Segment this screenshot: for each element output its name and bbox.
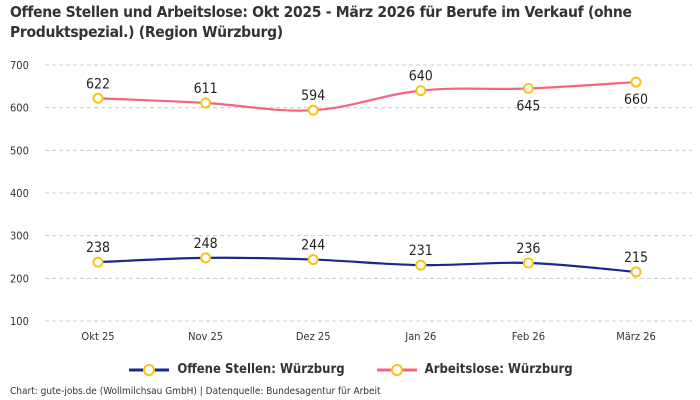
data-point	[92, 256, 104, 268]
data-point	[415, 85, 427, 97]
x-tick-label: Dez 25	[296, 330, 331, 343]
x-tick-label: Jan 26	[404, 330, 436, 343]
data-label: 231	[409, 243, 433, 259]
data-label: 645	[516, 98, 540, 114]
data-point	[200, 252, 212, 264]
x-tick-label: März 26	[616, 330, 656, 343]
legend-label: Offene Stellen: Würzburg	[177, 362, 345, 377]
source-note: Chart: gute-jobs.de (Wollmilchsau GmbH) …	[10, 386, 381, 397]
data-label: 611	[194, 81, 218, 97]
data-point	[522, 257, 534, 269]
series-line	[97, 80, 637, 112]
legend-label: Arbeitslose: Würzburg	[424, 362, 573, 377]
y-tick-label: 300	[10, 230, 29, 243]
data-point	[630, 76, 642, 88]
y-tick-label: 600	[10, 102, 29, 115]
data-point	[200, 97, 212, 109]
data-label: 660	[624, 92, 648, 108]
x-tick-label: Feb 26	[512, 330, 545, 343]
data-point	[92, 92, 104, 104]
legend-item-arbeitslose[interactable]: Arbeitslose: Würzburg	[375, 362, 573, 377]
y-tick-label: 500	[10, 144, 29, 157]
series-line	[97, 256, 637, 274]
data-point	[415, 259, 427, 271]
legend: Offene Stellen: Würzburg Arbeitslose: Wü…	[0, 362, 700, 377]
y-tick-label: 400	[10, 187, 29, 200]
data-label: 640	[409, 69, 433, 85]
x-tick-label: Nov 25	[188, 330, 223, 343]
y-tick-label: 700	[10, 59, 29, 72]
legend-marker-icon	[376, 363, 417, 376]
chart-title: Offene Stellen und Arbeitslose: Okt 2025…	[10, 3, 632, 41]
data-label: 236	[516, 241, 540, 257]
data-label: 594	[301, 88, 325, 104]
y-tick-label: 200	[10, 272, 29, 285]
legend-item-offene-stellen[interactable]: Offene Stellen: Würzburg	[127, 362, 345, 377]
data-label: 248	[194, 236, 218, 252]
data-label: 244	[301, 238, 325, 254]
data-point	[630, 266, 642, 278]
x-tick-label: Okt 25	[81, 330, 114, 343]
data-label: 215	[624, 250, 648, 266]
data-point	[307, 104, 319, 116]
data-label: 622	[86, 76, 110, 92]
y-tick-label: 100	[10, 315, 29, 328]
legend-marker-icon	[129, 363, 170, 376]
data-point	[307, 254, 319, 266]
data-label: 238	[86, 240, 110, 256]
data-point	[522, 82, 534, 94]
